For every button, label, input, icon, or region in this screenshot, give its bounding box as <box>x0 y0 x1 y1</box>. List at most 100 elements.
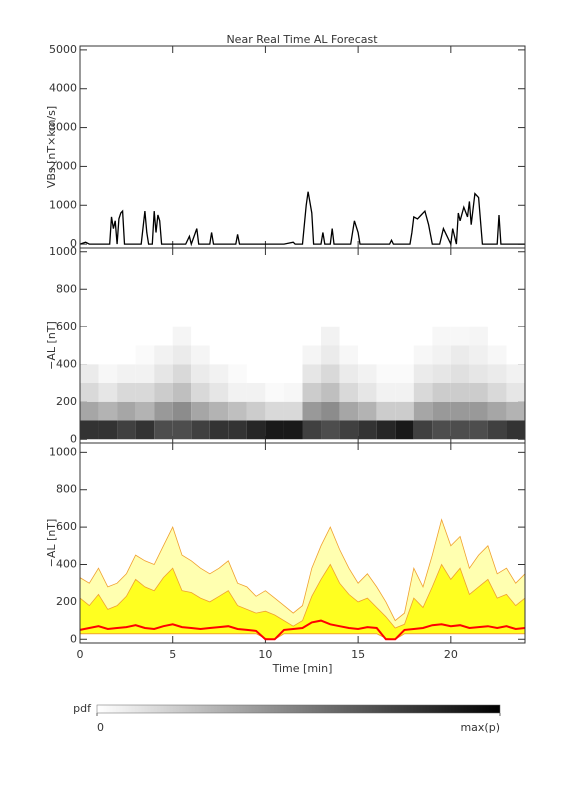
heat-cell <box>413 345 433 365</box>
heat-cell <box>172 383 192 402</box>
heat-cell <box>283 364 303 383</box>
y-tick-label: 200 <box>56 595 77 608</box>
heat-cell <box>209 401 229 421</box>
heat-cell <box>228 345 247 365</box>
heat-cell <box>450 326 470 346</box>
heat-cell <box>117 401 136 421</box>
x-tick-label: 0 <box>77 648 84 661</box>
heat-cell <box>339 345 359 365</box>
heat-cell <box>506 364 525 383</box>
heat-cell <box>321 364 340 383</box>
y-tick-label: 4000 <box>49 82 77 95</box>
heat-cell <box>80 345 99 365</box>
heat-cell <box>506 345 525 365</box>
y-tick-label: 0 <box>70 237 77 250</box>
heat-cell <box>358 383 377 402</box>
heat-cell <box>302 326 322 346</box>
heat-cell <box>432 326 451 346</box>
heat-cell <box>228 364 247 383</box>
y-tick-label: 1000 <box>49 445 77 458</box>
heat-cell <box>98 326 118 346</box>
heat-cell <box>283 383 303 402</box>
heat-cell <box>339 420 359 440</box>
heat-cell <box>358 420 377 440</box>
heat-cell <box>358 345 377 365</box>
y-tick-label: 600 <box>56 520 77 533</box>
heat-cell <box>246 364 266 383</box>
heat-cell <box>135 326 155 346</box>
colorbar-tick-label: 0 <box>97 721 104 734</box>
heat-cell <box>191 383 210 402</box>
heat-cell <box>228 420 247 440</box>
y-tick-label: 800 <box>56 483 77 496</box>
heat-cell <box>172 401 192 421</box>
heat-cell <box>450 383 470 402</box>
y-tick-label: 3000 <box>49 121 77 134</box>
heat-cell <box>283 345 303 365</box>
heat-cell <box>80 364 99 383</box>
heat-cell <box>413 420 433 440</box>
colorbar-tick-label: max(p) <box>460 721 500 734</box>
heat-cell <box>376 326 396 346</box>
heat-cell <box>469 383 488 402</box>
heat-cell <box>450 401 470 421</box>
y-tick-label: 0 <box>70 632 77 645</box>
heat-cell <box>135 401 155 421</box>
heat-cell <box>413 326 433 346</box>
heat-cell <box>154 383 173 402</box>
heat-cell <box>376 364 396 383</box>
y-axis-label: −AL [nT] <box>45 321 58 370</box>
heat-cell <box>469 420 488 440</box>
y-tick-label: 1000 <box>49 198 77 211</box>
heat-cell <box>395 383 414 402</box>
heat-cell <box>283 326 303 346</box>
heat-cell <box>506 383 525 402</box>
heat-cell <box>432 383 451 402</box>
x-axis-label: Time [min] <box>272 662 333 675</box>
heat-cell <box>432 345 451 365</box>
median-line <box>79 619 526 641</box>
heat-cell <box>376 401 396 421</box>
colorbar-label: pdf <box>73 702 92 715</box>
heat-cell <box>98 345 118 365</box>
colorbar <box>96 704 501 714</box>
heat-cell <box>172 345 192 365</box>
plot-frame <box>79 442 526 644</box>
heat-cell <box>469 401 488 421</box>
heat-cell <box>302 383 322 402</box>
heat-cell <box>191 326 210 346</box>
heat-cell <box>358 364 377 383</box>
heat-cell <box>469 364 488 383</box>
heat-cell <box>487 383 507 402</box>
x-tick-label: 20 <box>444 648 458 661</box>
y-tick-label: 5000 <box>49 43 77 56</box>
heat-cell <box>321 401 340 421</box>
heat-cell <box>172 364 192 383</box>
heat-cell <box>395 326 414 346</box>
heat-cell <box>487 420 507 440</box>
heat-cell <box>321 383 340 402</box>
heat-cell <box>302 420 322 440</box>
heat-cell <box>358 326 377 346</box>
heat-cell <box>246 326 266 346</box>
heat-cell <box>413 383 433 402</box>
heat-cell <box>135 345 155 365</box>
heat-cell <box>506 401 525 421</box>
y-tick-label: 400 <box>56 357 77 370</box>
heat-cell <box>413 401 433 421</box>
heat-cell <box>265 383 284 402</box>
heat-cell <box>395 364 414 383</box>
y-tick-label: 1000 <box>49 245 77 258</box>
heat-cell <box>98 364 118 383</box>
heat-cell <box>487 401 507 421</box>
heat-cell <box>376 420 396 440</box>
heat-cell <box>265 345 284 365</box>
heat-cell <box>135 383 155 402</box>
heat-cell <box>450 364 470 383</box>
heat-cell <box>117 364 136 383</box>
heat-cell <box>80 383 99 402</box>
y-tick-label: 800 <box>56 282 77 295</box>
heat-cell <box>302 364 322 383</box>
heat-cell <box>283 401 303 421</box>
heat-cell <box>209 326 229 346</box>
